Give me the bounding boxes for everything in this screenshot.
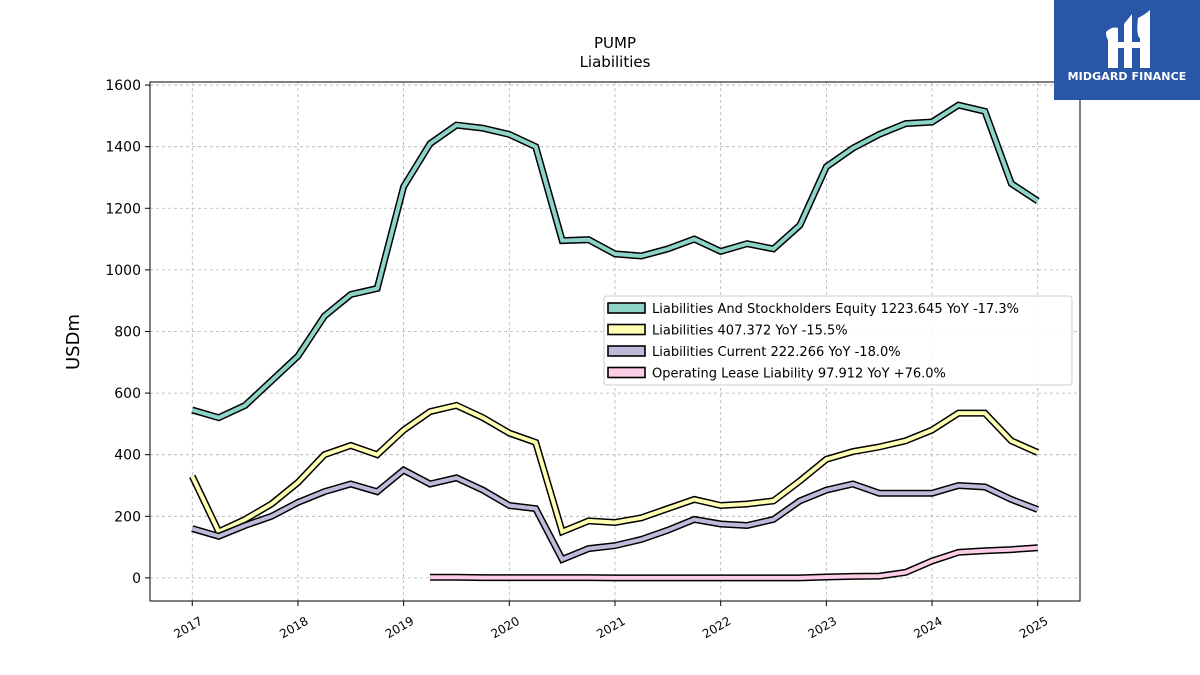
x-tick-label: 2025 [1017, 614, 1050, 641]
midgard-finance-logo: MIDGARD FINANCE [1054, 0, 1200, 100]
y-tick-label: 0 [132, 571, 141, 587]
series-lines [189, 101, 1040, 582]
y-axis-label: USDm [63, 314, 84, 370]
series-line-liabilities-and-stockholders-equity [191, 102, 1039, 420]
legend-label: Liabilities Current 222.266 YoY -18.0% [652, 345, 901, 360]
legend-label: Operating Lease Liability 97.912 YoY +76… [652, 367, 946, 382]
x-tick-label: 2017 [172, 614, 205, 641]
x-tick-label: 2021 [594, 614, 627, 641]
y-tick-label: 800 [114, 324, 141, 340]
y-tick-label: 1600 [105, 78, 141, 94]
y-tick-label: 1000 [105, 263, 141, 279]
y-tick-label: 400 [114, 448, 141, 464]
y-tick-label: 600 [114, 386, 141, 402]
legend-label: Liabilities 407.372 YoY -15.5% [652, 324, 848, 339]
y-axis: 0 200 400 600 800 1000 1200 1400 1600 [105, 78, 150, 587]
legend-label: Liabilities And Stockholders Equity 1223… [652, 302, 1019, 317]
logo-text: MIDGARD FINANCE [1067, 70, 1187, 83]
x-axis: 2017 2018 2019 2020 2021 2022 2023 2024 2025 [172, 601, 1050, 641]
logo-background [1054, 0, 1200, 100]
x-tick-label: 2022 [700, 614, 733, 641]
y-tick-label: 1200 [105, 201, 141, 217]
series-line-liabilities-current [191, 467, 1039, 562]
x-tick-label: 2019 [383, 614, 416, 641]
x-tick-label: 2024 [911, 614, 944, 641]
legend-swatch [607, 302, 646, 314]
legend: Liabilities And Stockholders Equity 1223… [603, 295, 1073, 386]
chart-title: PUMP [594, 34, 636, 52]
series-outline-operating-lease-liability [430, 544, 1038, 582]
y-tick-label: 1400 [105, 140, 141, 156]
x-tick-label: 2018 [277, 614, 310, 641]
series-line-operating-lease-liability [430, 545, 1038, 580]
logo-mark-icon [1106, 10, 1150, 68]
chart-subtitle: Liabilities [580, 53, 651, 71]
legend-swatch [607, 366, 646, 379]
x-tick-label: 2020 [489, 614, 522, 641]
legend-box [603, 295, 1073, 386]
legend-swatch [607, 323, 646, 336]
series-line-liabilities [190, 403, 1039, 535]
y-tick-label: 200 [114, 509, 141, 525]
legend-swatch [607, 345, 646, 357]
x-tick-label: 2023 [806, 614, 839, 641]
